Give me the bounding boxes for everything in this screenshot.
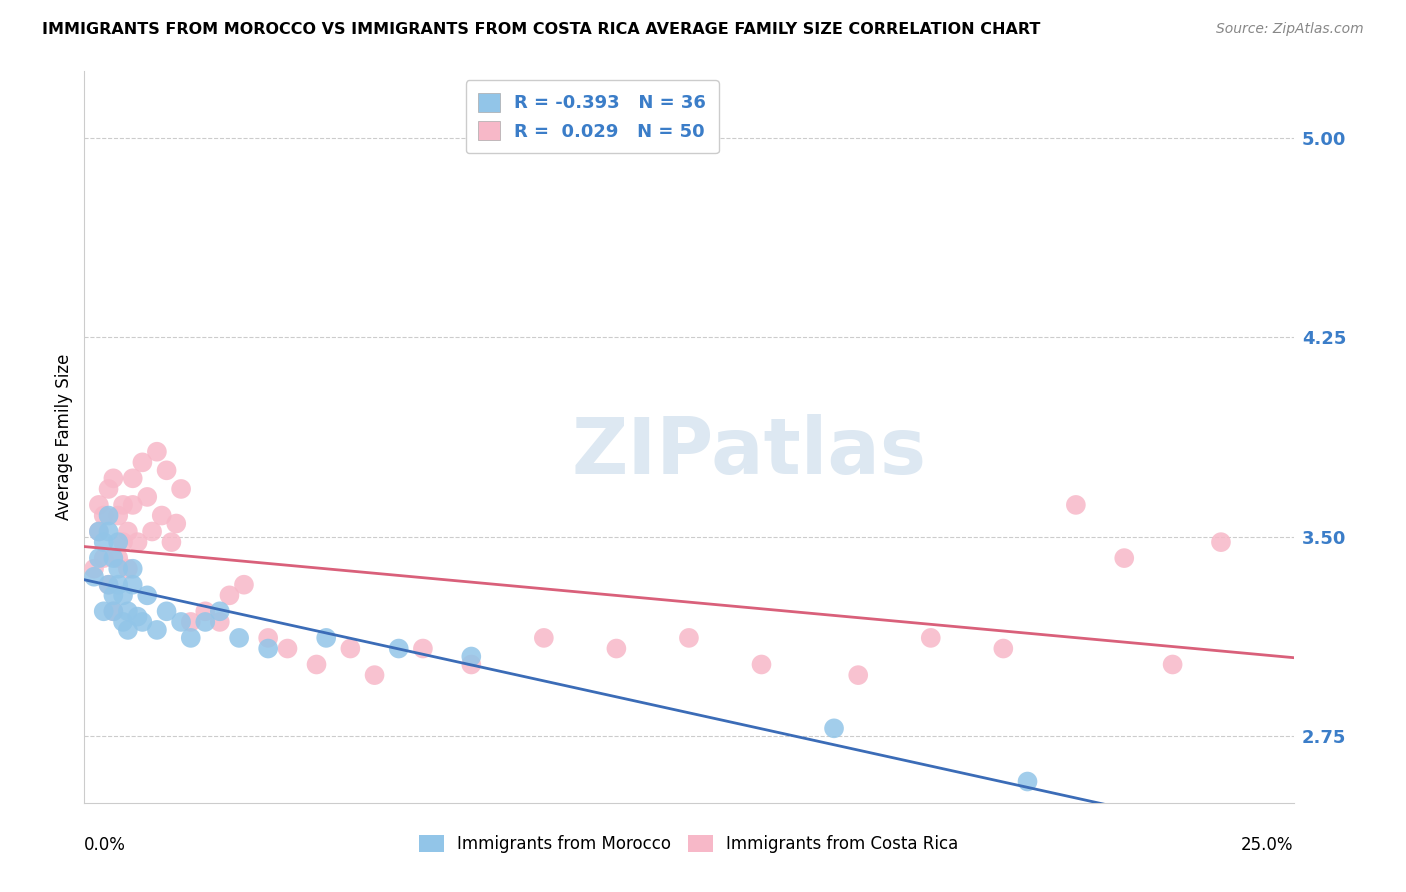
Point — [605, 641, 627, 656]
Point — [363, 668, 385, 682]
Point — [315, 631, 337, 645]
Legend: Immigrants from Morocco, Immigrants from Costa Rica: Immigrants from Morocco, Immigrants from… — [419, 835, 959, 853]
Point — [170, 482, 193, 496]
Point — [93, 535, 115, 549]
Point — [103, 604, 125, 618]
Text: 0.0%: 0.0% — [84, 836, 127, 854]
Point — [107, 562, 129, 576]
Point — [103, 551, 125, 566]
Point — [87, 524, 110, 539]
Point — [112, 535, 135, 549]
Point — [107, 551, 129, 566]
Point — [228, 631, 250, 645]
Point — [257, 641, 280, 656]
Point — [194, 604, 217, 618]
Point — [170, 615, 193, 629]
Point — [131, 615, 153, 629]
Text: Source: ZipAtlas.com: Source: ZipAtlas.com — [1216, 22, 1364, 37]
Point — [823, 722, 845, 736]
Point — [103, 588, 125, 602]
Point — [533, 631, 555, 645]
Point — [93, 508, 115, 523]
Point — [87, 551, 110, 566]
Point — [112, 588, 135, 602]
Point — [136, 588, 159, 602]
Y-axis label: Average Family Size: Average Family Size — [55, 354, 73, 520]
Point — [155, 604, 177, 618]
Point — [180, 615, 202, 629]
Point — [103, 471, 125, 485]
Point — [87, 498, 110, 512]
Point — [276, 641, 298, 656]
Point — [150, 508, 173, 523]
Point — [97, 482, 120, 496]
Point — [117, 623, 139, 637]
Point — [412, 641, 434, 656]
Point — [194, 615, 217, 629]
Text: IMMIGRANTS FROM MOROCCO VS IMMIGRANTS FROM COSTA RICA AVERAGE FAMILY SIZE CORREL: IMMIGRANTS FROM MOROCCO VS IMMIGRANTS FR… — [42, 22, 1040, 37]
Point — [117, 604, 139, 618]
Point — [460, 649, 482, 664]
Point — [846, 668, 869, 682]
Point — [155, 463, 177, 477]
Point — [218, 588, 240, 602]
Point — [305, 657, 328, 672]
Point — [127, 609, 149, 624]
Point — [1209, 535, 1232, 549]
Point — [136, 490, 159, 504]
Point — [117, 562, 139, 576]
Point — [233, 577, 256, 591]
Point — [1017, 774, 1039, 789]
Point — [107, 577, 129, 591]
Point — [146, 623, 169, 637]
Point — [131, 455, 153, 469]
Point — [460, 657, 482, 672]
Text: 25.0%: 25.0% — [1241, 836, 1294, 854]
Point — [121, 471, 143, 485]
Point — [920, 631, 942, 645]
Point — [107, 508, 129, 523]
Point — [93, 604, 115, 618]
Point — [97, 577, 120, 591]
Point — [678, 631, 700, 645]
Point — [121, 498, 143, 512]
Point — [257, 631, 280, 645]
Point — [141, 524, 163, 539]
Point — [127, 535, 149, 549]
Point — [83, 570, 105, 584]
Point — [146, 444, 169, 458]
Point — [117, 524, 139, 539]
Point — [112, 498, 135, 512]
Point — [107, 535, 129, 549]
Point — [165, 516, 187, 531]
Point — [97, 508, 120, 523]
Point — [93, 551, 115, 566]
Point — [121, 577, 143, 591]
Point — [83, 562, 105, 576]
Point — [160, 535, 183, 549]
Point — [97, 524, 120, 539]
Point — [1114, 551, 1136, 566]
Point — [388, 641, 411, 656]
Point — [208, 604, 231, 618]
Point — [993, 641, 1015, 656]
Point — [112, 615, 135, 629]
Point — [103, 604, 125, 618]
Point — [97, 577, 120, 591]
Point — [1064, 498, 1087, 512]
Point — [339, 641, 361, 656]
Text: ZIPatlas: ZIPatlas — [572, 414, 927, 490]
Point — [751, 657, 773, 672]
Point — [208, 615, 231, 629]
Point — [87, 524, 110, 539]
Point — [1161, 657, 1184, 672]
Point — [121, 562, 143, 576]
Point — [180, 631, 202, 645]
